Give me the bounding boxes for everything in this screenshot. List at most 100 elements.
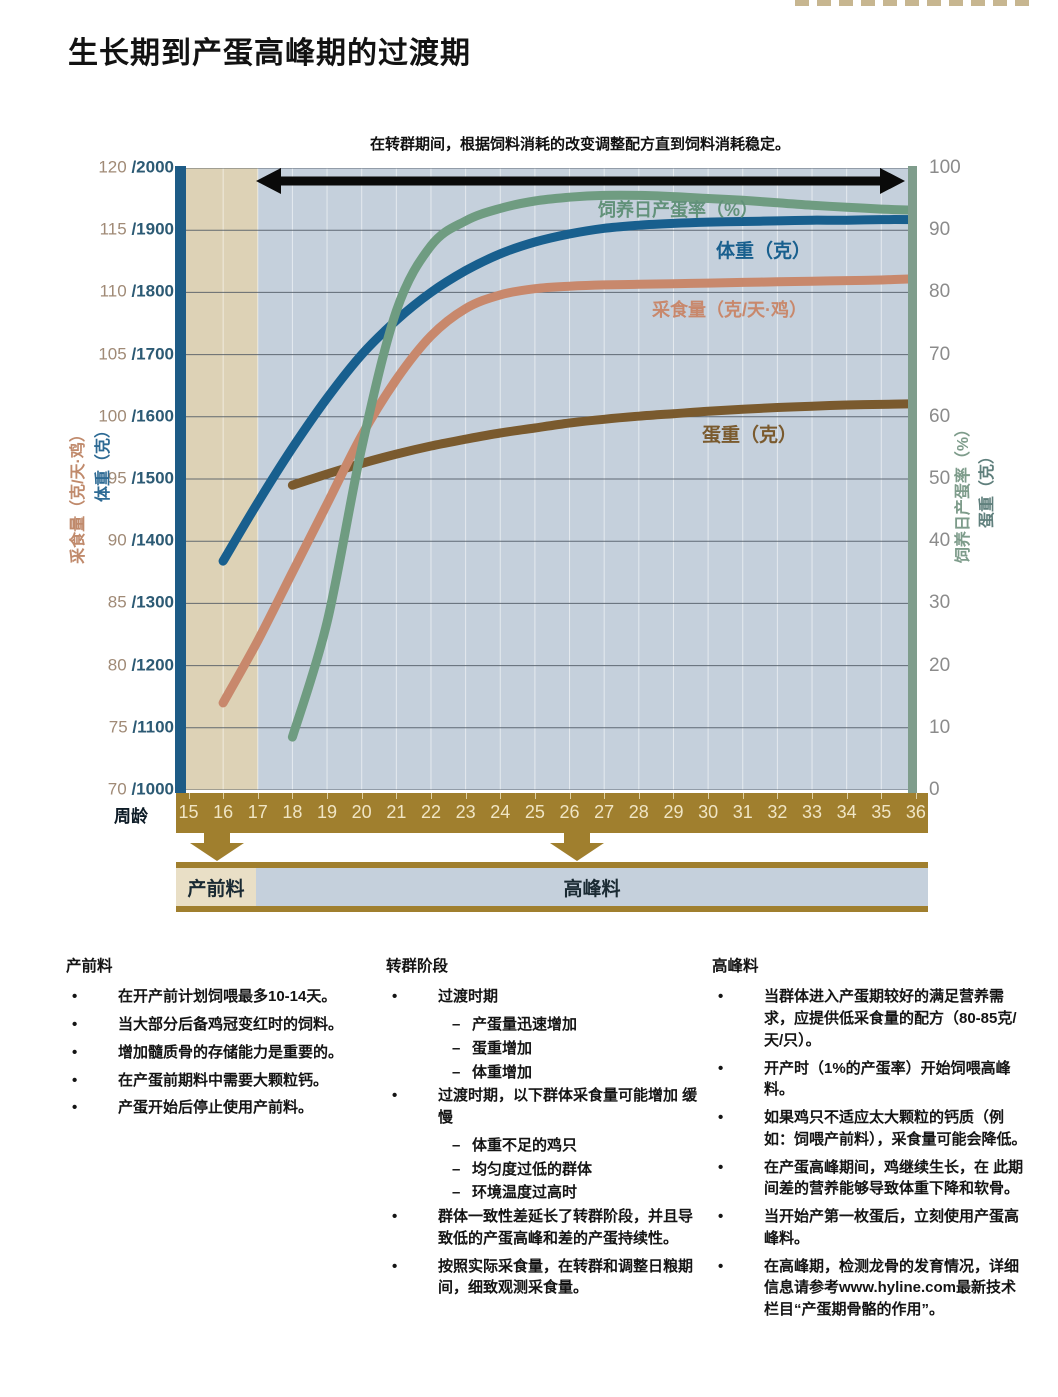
notes-column-peak: 高峰料 • 当群体进入产蛋期较好的满足营养需求，应提供低采食量的配方（80-85克/… — [712, 956, 1030, 1327]
right-axis-tick: 0 — [929, 779, 940, 800]
week-number: 27 — [594, 802, 615, 822]
week-number: 24 — [490, 802, 511, 822]
bullet-icon: • — [718, 988, 724, 1006]
phase-arrow-week16-icon — [190, 832, 244, 861]
dash-icon: – — [452, 1184, 461, 1202]
note-sub-item: – 产蛋量迅速增加 — [452, 1014, 698, 1036]
right-axis-tick-labels: 100 90 80 70 60 50 40 30 20 10 0 — [929, 157, 989, 800]
week-number: 29 — [663, 802, 684, 822]
bullet-icon: • — [718, 1158, 724, 1176]
right-axis-tick: 30 — [929, 592, 951, 614]
chart-canvas — [183, 168, 916, 790]
phase-label-prelay: 产前料 — [187, 877, 245, 900]
chart-plot-area — [183, 168, 916, 790]
note-item: • 当群体进入产蛋期较好的满足营养需求，应提供低采食量的配方（80-85克/天/只… — [712, 986, 1030, 1051]
series-label-body-weight: 体重（克） — [716, 241, 812, 262]
x-axis-week-band: 15 16 17 18 19 20 21 22 23 24 25 26 27 28 29 30 31 32 33 34… — [176, 793, 928, 833]
bullet-icon: • — [392, 1257, 398, 1275]
chart-annotation: 在转群期间，根据饲料消耗的改变调整配方直到饲料消耗稳定。 — [369, 136, 790, 153]
left-axis-tick: 100 /1600 — [98, 406, 174, 426]
note-item-text: 按照实际采食量，在转群和调整日粮期 间，细致观测采食量。 — [438, 1257, 694, 1297]
note-item-text: 增加髓质骨的存储能力是重要的。 — [118, 1043, 344, 1061]
left-axis-title-feed-intake: 采食量（克/天·鸡） — [70, 426, 87, 564]
week-tick-mark — [673, 793, 675, 799]
note-item: • 过渡时期，以下群体采食量可能增加 缓慢 — [386, 1085, 698, 1129]
week-tick-mark — [915, 793, 917, 799]
note-item: • 群体一致性差延长了转群阶段，并且导 致低的产蛋高峰和差的产蛋持续性。 — [386, 1206, 698, 1250]
dash-icon: – — [452, 1063, 461, 1081]
right-axis-tick: 70 — [929, 343, 951, 365]
bullet-icon: • — [72, 988, 78, 1006]
note-item-text: 开产时（1%的产蛋率）开始饲喂高峰料。 — [764, 1059, 1011, 1099]
note-item: • 开产时（1%的产蛋率）开始饲喂高峰料。 — [712, 1058, 1030, 1102]
clipped-header-text-fragment — [795, 0, 1035, 6]
note-item-text: 产蛋开始后停止使用产前料。 — [118, 1099, 314, 1117]
note-item-text: 在高峰期，检测龙骨的发育情况，详细信息请参考www.hyline.com最新技术… — [764, 1257, 1020, 1319]
left-axis-tick: 95 /1500 — [107, 468, 174, 488]
week-number: 23 — [455, 802, 476, 822]
note-item: • 在产蛋前期料中需要大颗粒钙。 — [66, 1070, 371, 1092]
right-axis-tick: 90 — [929, 219, 951, 241]
week-number: 16 — [213, 802, 234, 822]
week-number: 22 — [420, 802, 441, 822]
week-tick-mark — [569, 793, 571, 799]
week-number: 31 — [732, 802, 753, 822]
note-item-text: 如果鸡只不适应太大颗粒的钙质（例如：饲喂产前料），采食量可能会降低。 — [764, 1109, 1027, 1148]
left-axis-tick: 70 /1000 — [107, 779, 174, 799]
week-number: 21 — [386, 802, 407, 822]
right-axis-tick: 20 — [929, 654, 951, 676]
note-sub-item: – 体重不足的鸡只 — [452, 1135, 698, 1157]
note-item-text: 在开产前计划饲喂最多10-14天。 — [118, 988, 337, 1006]
curve-lay-rate — [287, 190, 916, 742]
note-item: • 过渡时期 — [386, 986, 698, 1008]
left-axis-tick: 110 /1800 — [99, 281, 174, 301]
right-axis-tick: 50 — [929, 468, 951, 489]
dash-icon: – — [452, 1136, 461, 1154]
week-number: 36 — [905, 802, 926, 822]
notes-heading: 产前料 — [66, 958, 113, 975]
week-number: 30 — [698, 802, 719, 822]
note-sub-item: – 均匀度过低的群体 — [452, 1159, 698, 1181]
dash-icon: – — [452, 1039, 461, 1057]
week-tick-mark — [742, 793, 744, 799]
right-axis-spine — [908, 166, 917, 793]
x-axis-label: 周龄 — [114, 807, 148, 826]
week-tick-mark — [430, 793, 432, 799]
week-number: 34 — [836, 802, 857, 822]
note-item-text: 过渡时期 — [438, 988, 499, 1006]
note-item: • 产蛋开始后停止使用产前料。 — [66, 1097, 371, 1119]
bullet-icon: • — [718, 1208, 724, 1226]
right-axis-tick: 80 — [929, 281, 951, 303]
left-axis-tick: 80 /1200 — [107, 655, 174, 675]
phase-segment-peak: 高峰料 — [256, 868, 928, 906]
note-item: • 如果鸡只不适应太大颗粒的钙质（例如：饲喂产前料），采食量可能会降低。 — [712, 1107, 1030, 1151]
bullet-icon: • — [718, 1109, 724, 1127]
left-axis-tick: 85 /1300 — [107, 592, 174, 612]
note-item-text: 群体一致性差延长了转群阶段，并且导 致低的产蛋高峰和差的产蛋持续性。 — [438, 1208, 694, 1247]
note-sub-item: – 体重增加 — [452, 1062, 698, 1084]
right-axis-tick: 40 — [929, 530, 951, 552]
transition-arrow-left-head — [256, 168, 281, 194]
week-number: 26 — [559, 802, 580, 822]
week-tick-mark — [604, 793, 606, 799]
note-item-text: 过渡时期，以下群体采食量可能增加 缓慢 — [438, 1087, 698, 1127]
week-number: 35 — [871, 802, 892, 822]
week-number: 33 — [802, 802, 823, 822]
curve-egg-weight — [287, 399, 916, 490]
note-item-text: 当大部分后备鸡冠变红时的饲料。 — [118, 1016, 344, 1034]
phase-segment-prelay: 产前料 — [176, 868, 256, 906]
right-axis-title-egg-weight: 蛋重（克） — [979, 447, 996, 529]
week-tick-mark — [465, 793, 467, 799]
bullet-icon: • — [72, 1071, 78, 1089]
left-axis-tick-labels: 120 /2000 115 /1900 110 /1800 105 /1700 100 … — [56, 158, 174, 799]
note-item: • 当开始产第一枚蛋后，立刻使用产蛋高峰料。 — [712, 1206, 1030, 1250]
week-number: 32 — [767, 802, 788, 822]
bullet-icon: • — [392, 1208, 398, 1226]
note-item: • 在开产前计划饲喂最多10-14天。 — [66, 986, 371, 1008]
bullet-icon: • — [72, 1099, 78, 1117]
notes-heading: 转群阶段 — [386, 958, 449, 975]
right-axis-tick: 60 — [929, 405, 951, 427]
note-sub-item-text: 环境温度过高时 — [472, 1184, 578, 1202]
bullet-icon: • — [72, 1016, 78, 1034]
bullet-icon: • — [72, 1043, 78, 1061]
